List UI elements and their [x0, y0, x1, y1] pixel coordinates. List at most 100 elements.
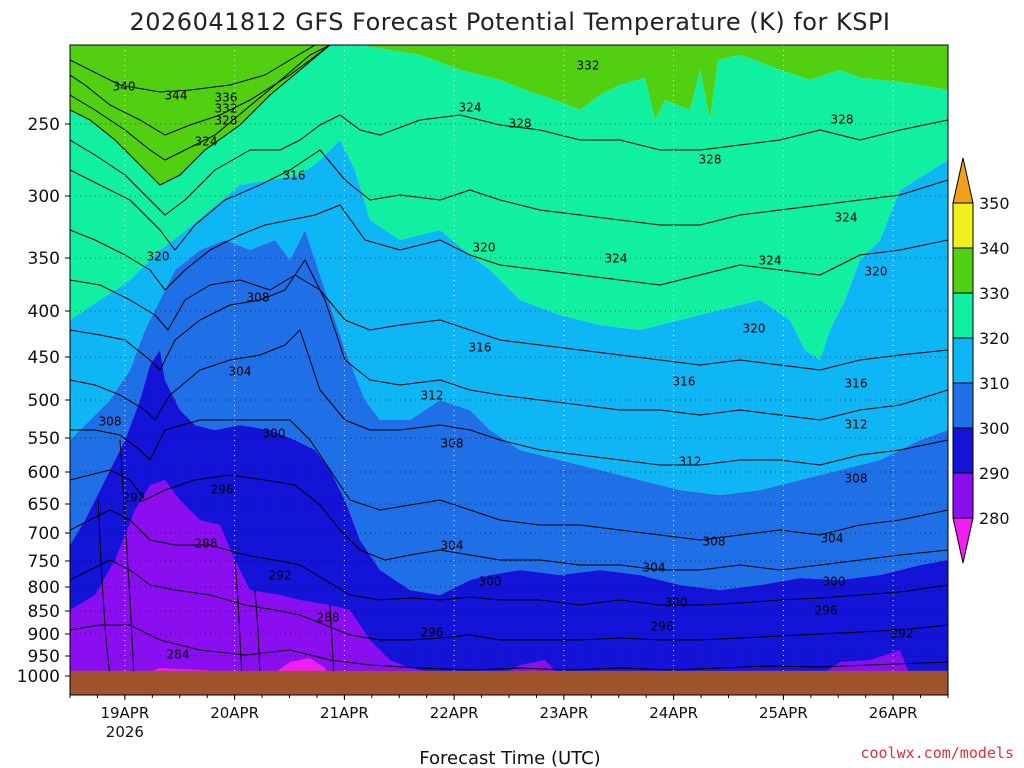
contour-label: 288: [195, 537, 218, 551]
x-tick-label: 23APR: [539, 704, 588, 722]
contour-line-18: [254, 589, 261, 677]
contour-label: 292: [269, 569, 292, 583]
contour-line-7: [70, 274, 948, 371]
colorbar-segment: [952, 472, 974, 519]
contour-label: 304: [821, 532, 844, 546]
colorbar-under-triangle: [952, 517, 974, 564]
y-tick-label: 700: [28, 524, 60, 544]
credit-text: coolwx.com/models: [860, 744, 1014, 762]
y-tick-label: 850: [28, 602, 60, 622]
contour-label: 324: [835, 211, 858, 225]
contour-label: 312: [845, 418, 868, 432]
y-tick-label: 650: [28, 495, 60, 515]
contour-label: 300: [479, 575, 502, 589]
contour-line-11: [70, 469, 948, 571]
x-tick-label: 22APR: [430, 704, 479, 722]
y-tick-label: 300: [28, 187, 60, 207]
contour-label: 324: [759, 254, 782, 268]
contour-line-10: [70, 419, 948, 541]
contour-label: 320: [743, 322, 766, 336]
x-tick-label: 21APR: [320, 704, 369, 722]
x-tick-label: 25APR: [759, 704, 808, 722]
x-tick-label: 26APR: [869, 704, 918, 722]
contour-lines: [70, 45, 948, 677]
temperature-band-4: [70, 140, 948, 495]
contour-label: 316: [845, 377, 868, 391]
contour-label: 332: [215, 102, 238, 116]
contour-label: 292: [891, 627, 914, 641]
ground-fill: [70, 670, 948, 695]
colorbar-segment: [952, 247, 974, 294]
y-tick-label: 800: [28, 578, 60, 598]
y-tick-label: 950: [28, 647, 60, 667]
contour-label: 296: [651, 620, 674, 634]
y-tick-label: 900: [28, 625, 60, 645]
contour-line-15: [97, 499, 111, 677]
contour-line-6: [70, 204, 948, 291]
contour-label: 300: [263, 427, 286, 441]
contour-label: 320: [473, 241, 496, 255]
contour-line-17: [234, 559, 243, 677]
contour-label: 308: [703, 535, 726, 549]
contour-label: 284: [167, 648, 190, 662]
contour-label: 300: [823, 575, 846, 589]
y-tick-label: 1000: [17, 667, 60, 687]
contour-label: 316: [469, 341, 492, 355]
colorbar-segment: [952, 382, 974, 429]
contour-line-4: [70, 114, 948, 216]
contour-label: 328: [699, 153, 722, 167]
temperature-band-7: [70, 480, 470, 676]
contour-label: 308: [247, 291, 270, 305]
colorbar-label: 330: [979, 284, 1010, 303]
contour-label: 320: [865, 265, 888, 279]
colorbar-label: 300: [979, 419, 1010, 438]
temperature-band-5: [70, 230, 948, 595]
contour-label: 340: [113, 80, 136, 94]
plot-area: [70, 45, 948, 676]
colorbar-segment: [952, 427, 974, 474]
colorbar-label: 290: [979, 464, 1010, 483]
contour-label: 328: [215, 114, 238, 128]
y-tick-label: 400: [28, 302, 60, 322]
x-tick-sublabel: 2026: [106, 723, 144, 741]
contour-label: 304: [229, 365, 252, 379]
contour-label: 296: [211, 483, 234, 497]
chart-title: 2026041812 GFS Forecast Potential Temper…: [129, 8, 890, 36]
contour-label: 288: [317, 611, 340, 625]
contour-line-13: [70, 559, 948, 641]
contour-label: 300: [665, 596, 688, 610]
colorbar-segment: [952, 337, 974, 384]
y-tick-label: 350: [28, 249, 60, 269]
contour-line-3: [70, 45, 331, 186]
contour-label: 324: [195, 135, 218, 149]
y-tick-label: 500: [28, 391, 60, 411]
contour-line-8: [70, 259, 948, 421]
gridlines: [70, 45, 948, 695]
y-tick-labels: 250 300 350 400 450 500 550 600 650 700 750 800 850 9…: [17, 115, 70, 687]
colorbar-label: 310: [979, 374, 1010, 393]
contour-label: 304: [643, 561, 666, 575]
contour-line-12: [70, 509, 948, 606]
contour-label: 308: [441, 437, 464, 451]
temperature-band-9: [820, 650, 910, 676]
y-tick-label: 750: [28, 552, 60, 572]
colorbar-segment: [952, 292, 974, 339]
contour-label: 336: [215, 91, 238, 105]
y-tick-label: 600: [28, 463, 60, 483]
temperature-band-2: [70, 45, 948, 185]
x-axis-label: Forecast Time (UTC): [419, 748, 600, 768]
contour-label: 344: [165, 89, 188, 103]
x-tick-label: 20APR: [210, 704, 259, 722]
y-tick-label: 550: [28, 429, 60, 449]
contour-line-14: [70, 624, 948, 671]
contour-label: 308: [99, 415, 122, 429]
x-tick-label: 19APR: [100, 704, 149, 722]
ground-surface: [70, 670, 948, 695]
contour-label: 324: [459, 101, 482, 115]
contour-line-2: [70, 45, 331, 161]
contour-label: 312: [679, 455, 702, 469]
contour-line-9: [70, 329, 948, 466]
